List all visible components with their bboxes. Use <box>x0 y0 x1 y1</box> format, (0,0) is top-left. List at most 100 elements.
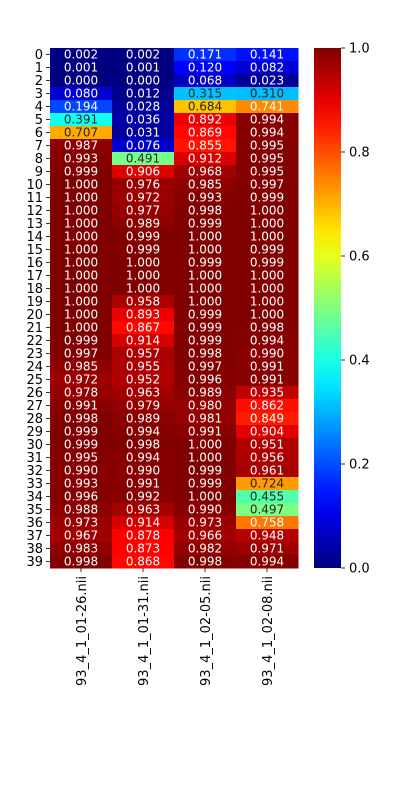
row-tick-label: 22 <box>26 334 43 349</box>
cell-value-label: 0.988 <box>64 503 98 517</box>
cell-value-label: 0.963 <box>126 503 160 517</box>
cell-value-label: 0.980 <box>188 399 222 413</box>
cell-value-label: 1.000 <box>250 282 284 296</box>
heatmap-cell <box>112 412 175 426</box>
heatmap-cell <box>174 113 237 127</box>
heatmap-cell <box>50 464 113 478</box>
heatmap-cell <box>112 360 175 374</box>
cell-value-label: 1.000 <box>64 308 98 322</box>
heatmap-cell <box>50 243 113 257</box>
heatmap-cell <box>112 529 175 543</box>
heatmap-cell <box>236 139 299 153</box>
colorbar-tick-label: 0.6 <box>349 250 370 265</box>
heatmap-cell <box>112 113 175 127</box>
heatmap-cell <box>50 347 113 361</box>
heatmap-cell <box>50 204 113 218</box>
column-tick-label: 93_4_1_01-26.nii <box>75 576 90 686</box>
cell-value-label: 0.997 <box>64 347 98 361</box>
colorbar-tick-label: 0.0 <box>349 562 370 577</box>
heatmap-cell <box>112 490 175 504</box>
cell-value-label: 0.999 <box>250 191 284 205</box>
heatmap-cell <box>50 542 113 556</box>
heatmap-cell <box>50 74 113 88</box>
cell-value-label: 1.000 <box>250 295 284 309</box>
row-tick-label: 5 <box>35 113 43 128</box>
heatmap-cell <box>50 516 113 530</box>
cell-value-label: 0.978 <box>64 386 98 400</box>
heatmap-cell <box>50 399 113 413</box>
heatmap-cell <box>174 191 237 205</box>
cell-value-label: 0.981 <box>188 412 222 426</box>
row-tick-label: 13 <box>26 217 43 232</box>
heatmap-cell <box>112 438 175 452</box>
row-tick-label: 31 <box>26 451 43 466</box>
cell-value-label: 0.999 <box>188 464 222 478</box>
row-tick-label: 15 <box>26 243 43 258</box>
cell-value-label: 0.994 <box>250 555 284 569</box>
cell-value-label: 0.963 <box>126 386 160 400</box>
heatmap-cell <box>236 529 299 543</box>
cell-value-label: 1.000 <box>250 308 284 322</box>
row-tick-label: 14 <box>26 230 43 245</box>
row-tick-label: 7 <box>35 139 43 154</box>
row-tick-label: 2 <box>35 74 43 89</box>
cell-value-label: 0.995 <box>250 165 284 179</box>
row-tick-label: 10 <box>26 178 43 193</box>
heatmap-cell <box>50 256 113 270</box>
colorbar-tick-label: 0.2 <box>349 458 370 473</box>
cell-value-label: 0.948 <box>250 529 284 543</box>
heatmap-cell <box>236 425 299 439</box>
cell-value-label: 0.994 <box>250 113 284 127</box>
cell-value-label: 0.855 <box>188 139 222 153</box>
heatmap-cell <box>236 243 299 257</box>
cell-value-label: 0.707 <box>64 126 98 140</box>
heatmap-cell <box>112 503 175 517</box>
cell-value-label: 0.989 <box>126 412 160 426</box>
heatmap-cell <box>112 334 175 348</box>
heatmap-cell <box>112 139 175 153</box>
heatmap-cell <box>50 152 113 166</box>
cell-value-label: 0.952 <box>126 373 160 387</box>
heatmap-cell <box>236 61 299 75</box>
cell-value-label: 0.955 <box>126 360 160 374</box>
heatmap-cell <box>236 165 299 179</box>
heatmap-cell <box>236 334 299 348</box>
heatmap-cell <box>50 386 113 400</box>
heatmap-cell <box>112 48 175 62</box>
heatmap-cell <box>50 139 113 153</box>
heatmap-cell <box>112 74 175 88</box>
heatmap-cell <box>174 269 237 283</box>
heatmap-cell <box>174 295 237 309</box>
heatmap-cell <box>174 243 237 257</box>
row-tick-label: 30 <box>26 438 43 453</box>
cell-value-label: 0.999 <box>188 308 222 322</box>
cell-value-label: 0.998 <box>250 321 284 335</box>
heatmap-cell <box>236 87 299 101</box>
heatmap-cell <box>236 360 299 374</box>
cell-value-label: 0.973 <box>64 516 98 530</box>
heatmap-cell <box>50 217 113 231</box>
cell-value-label: 0.497 <box>250 503 284 517</box>
row-tick-label: 38 <box>26 542 43 557</box>
cell-value-label: 0.991 <box>250 360 284 374</box>
cell-value-label: 0.995 <box>250 139 284 153</box>
cell-value-label: 1.000 <box>188 490 222 504</box>
heatmap-cell <box>236 191 299 205</box>
cell-value-label: 0.036 <box>126 113 160 127</box>
heatmap-cell <box>236 516 299 530</box>
heatmap-cell <box>174 204 237 218</box>
row-tick-label: 1 <box>35 61 43 76</box>
cell-value-label: 0.082 <box>250 61 284 75</box>
cell-value-label: 0.998 <box>64 555 98 569</box>
cell-value-label: 0.973 <box>188 516 222 530</box>
heatmap-cell <box>50 451 113 465</box>
heatmap-cell <box>50 178 113 192</box>
cell-value-label: 0.171 <box>188 48 222 62</box>
heatmap-cell <box>112 425 175 439</box>
cell-value-label: 0.999 <box>188 321 222 335</box>
cell-value-label: 1.000 <box>250 217 284 231</box>
cell-value-label: 0.868 <box>126 555 160 569</box>
cell-value-label: 0.961 <box>250 464 284 478</box>
cell-value-label: 0.935 <box>250 386 284 400</box>
cell-value-label: 0.966 <box>188 529 222 543</box>
